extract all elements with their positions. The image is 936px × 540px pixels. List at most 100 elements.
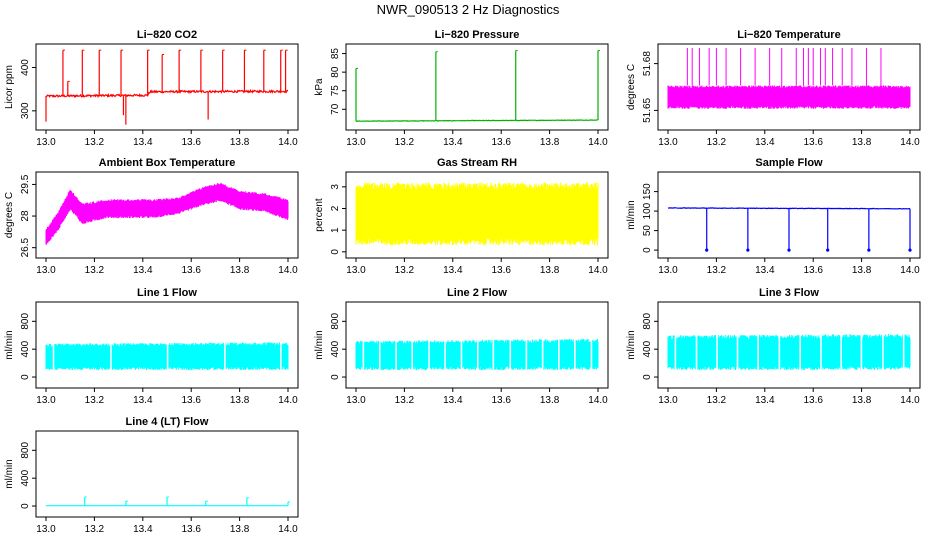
x-tick-label: 13.0 [346, 137, 366, 148]
panel-5: Gas Stream RH 13.0 13.2 13.4 13.6 13.8 14.0 0 1 2… [314, 157, 609, 276]
x-tick-label: 14.0 [278, 137, 298, 148]
x-tick-label: 13.8 [230, 524, 250, 535]
x-tick-label: 13.6 [491, 265, 511, 276]
dip-point [908, 248, 912, 252]
y-tick-label: 0 [330, 249, 341, 255]
x-tick-label: 13.6 [181, 524, 201, 535]
data-series [46, 496, 290, 507]
y-axis-label: ml/min [626, 200, 637, 229]
y-tick-label: 29.5 [20, 174, 31, 194]
panel-title: Line 2 Flow [447, 287, 507, 299]
x-tick-label: 13.0 [36, 395, 56, 406]
x-tick-label: 14.0 [588, 265, 608, 276]
x-tick-label: 13.4 [755, 395, 775, 406]
x-tick-label: 13.8 [230, 137, 250, 148]
plot-frame [657, 301, 921, 389]
panel-title: Li−820 Pressure [435, 29, 520, 41]
x-tick-label: 13.4 [133, 395, 153, 406]
y-tick-label: 0 [20, 503, 31, 509]
x-tick-label: 14.0 [278, 265, 298, 276]
x-tick-label: 13.6 [803, 265, 823, 276]
x-tick-label: 13.0 [658, 395, 678, 406]
y-axis-label: ml/min [314, 330, 325, 359]
y-tick-label: 400 [330, 340, 341, 357]
x-tick-label: 13.8 [852, 395, 872, 406]
panel-2: Li−820 Pressure 13.0 13.2 13.4 13.6 13.8 14.0 7… [314, 29, 609, 148]
x-tick-label: 13.6 [181, 265, 201, 276]
x-tick-label: 14.0 [900, 395, 920, 406]
y-axis-label: ml/min [626, 330, 637, 359]
x-tick-label: 13.8 [230, 265, 250, 276]
x-tick-label: 13.8 [230, 395, 250, 406]
y-tick-label: 26.5 [20, 238, 31, 258]
dip-point [867, 248, 871, 252]
x-tick-label: 13.2 [85, 395, 105, 406]
y-tick-label: 800 [642, 313, 653, 330]
signal-band [45, 182, 289, 245]
x-tick-label: 13.6 [181, 137, 201, 148]
x-tick-label: 13.4 [443, 265, 463, 276]
y-tick-label: 0 [642, 247, 653, 253]
dip-point [787, 248, 791, 252]
panel-3: Li−820 Temperature 13.0 13.2 13.4 13.6 13.8 14… [626, 29, 921, 148]
x-tick-label: 13.2 [707, 137, 727, 148]
x-tick-label: 13.6 [491, 395, 511, 406]
signal-line [45, 88, 289, 99]
x-tick-label: 13.6 [491, 137, 511, 148]
y-axis-label: ml/min [4, 459, 15, 488]
panel-title: Sample Flow [755, 157, 823, 169]
panel-10: Line 4 (LT) Flow 13.0 13.2 13.4 13.6 13.8 14.0… [4, 416, 299, 535]
x-tick-label: 14.0 [278, 524, 298, 535]
x-tick-label: 14.0 [588, 137, 608, 148]
y-tick-label: 400 [20, 59, 31, 76]
data-series [45, 341, 289, 372]
x-tick-label: 13.0 [36, 524, 56, 535]
panel-4: Ambient Box Temperature 13.0 13.2 13.4 13.6 1… [4, 157, 299, 276]
y-tick-label: 51.68 [642, 51, 653, 76]
panel-title: Line 3 Flow [759, 287, 819, 299]
x-tick-label: 14.0 [588, 395, 608, 406]
x-tick-label: 14.0 [900, 137, 920, 148]
y-tick-label: 51.65 [642, 97, 653, 122]
y-tick-label: 75 [330, 85, 341, 97]
x-tick-label: 13.2 [395, 395, 415, 406]
y-tick-label: 400 [20, 340, 31, 357]
panel-1: Li−820 CO2 13.0 13.2 13.4 13.6 13.8 14.0 300 400… [4, 29, 299, 148]
y-tick-label: 800 [20, 442, 31, 459]
y-tick-label: 2 [330, 205, 341, 211]
plot-frame [35, 43, 299, 131]
panel-7: Line 1 Flow 13.0 13.2 13.4 13.6 13.8 14.0 0 400 8… [4, 287, 299, 406]
y-tick-label: 800 [20, 313, 31, 330]
panel-title: Ambient Box Temperature [99, 157, 236, 169]
y-tick-label: 0 [20, 374, 31, 380]
x-tick-label: 13.8 [852, 137, 872, 148]
x-tick-label: 13.2 [85, 137, 105, 148]
dip-point [826, 248, 830, 252]
panel-title: Li−820 CO2 [137, 29, 197, 41]
plot-frame [35, 171, 299, 259]
x-tick-label: 13.2 [707, 395, 727, 406]
data-series [667, 332, 911, 372]
dip-point [705, 248, 709, 252]
y-tick-label: 300 [20, 102, 31, 119]
y-tick-label: 3 [330, 184, 341, 190]
y-axis-label: degrees C [626, 64, 637, 110]
y-tick-label: 800 [330, 313, 341, 330]
x-tick-label: 13.8 [540, 137, 560, 148]
panel-title: Line 1 Flow [137, 287, 197, 299]
x-tick-label: 13.4 [133, 137, 153, 148]
plot-frame [345, 43, 609, 131]
panel-8: Line 2 Flow 13.0 13.2 13.4 13.6 13.8 14.0 0 400 8… [314, 287, 609, 406]
x-tick-label: 14.0 [900, 265, 920, 276]
data-series [667, 48, 911, 109]
panel-9: Line 3 Flow 13.0 13.2 13.4 13.6 13.8 14.0 0 400 8… [626, 287, 921, 406]
plot-frame [345, 171, 609, 259]
x-tick-label: 13.4 [755, 265, 775, 276]
x-tick-label: 13.4 [133, 265, 153, 276]
y-tick-label: 400 [642, 340, 653, 357]
signal-band [667, 333, 911, 371]
plot-frame [657, 43, 921, 131]
dip-point [746, 248, 750, 252]
y-axis-label: percent [314, 198, 325, 232]
